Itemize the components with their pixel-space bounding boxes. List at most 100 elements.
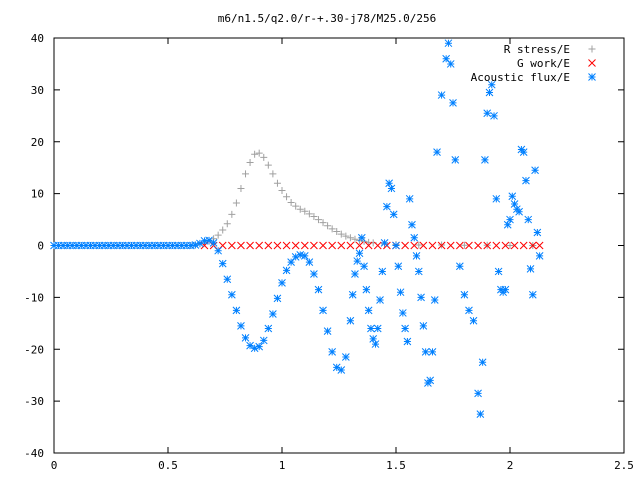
data-point xyxy=(469,316,478,325)
data-point xyxy=(419,241,428,250)
data-point xyxy=(412,252,421,260)
data-point xyxy=(449,98,457,107)
data-point xyxy=(291,253,300,261)
data-point xyxy=(314,216,322,224)
data-point xyxy=(396,288,405,297)
data-point xyxy=(446,60,455,68)
data-point xyxy=(287,258,295,266)
data-point xyxy=(474,389,482,398)
data-point xyxy=(77,241,86,250)
data-point xyxy=(428,347,437,356)
y-tick-label: 20 xyxy=(31,136,44,149)
data-point xyxy=(398,309,407,317)
data-point xyxy=(492,241,501,250)
data-point xyxy=(332,363,341,372)
data-point xyxy=(273,179,281,187)
data-point xyxy=(319,306,327,315)
data-point xyxy=(328,241,337,250)
data-point xyxy=(223,275,232,284)
data-point xyxy=(442,54,451,63)
data-point xyxy=(337,241,346,250)
data-point xyxy=(269,170,277,178)
x-tick-label: 1 xyxy=(279,459,286,472)
data-point xyxy=(269,310,277,318)
data-point xyxy=(337,366,346,374)
series-layer xyxy=(50,39,544,418)
data-point xyxy=(319,241,327,250)
data-point xyxy=(522,176,530,185)
data-point xyxy=(421,347,430,356)
data-point xyxy=(283,193,291,201)
data-point xyxy=(446,241,455,250)
data-point xyxy=(492,194,501,203)
data-point xyxy=(182,241,191,250)
data-point xyxy=(310,241,318,250)
data-point xyxy=(503,220,512,229)
data-point xyxy=(127,241,136,250)
data-point xyxy=(264,324,273,333)
y-tick-label: -20 xyxy=(24,343,44,356)
data-point xyxy=(104,241,113,250)
series-acoustic-flux-e xyxy=(50,39,544,418)
data-point xyxy=(314,285,323,294)
x-tick-label: 2.5 xyxy=(614,459,634,472)
data-point xyxy=(319,219,327,227)
data-point xyxy=(255,342,264,351)
data-point xyxy=(360,262,368,271)
data-point xyxy=(519,241,528,250)
data-point xyxy=(95,241,104,250)
legend-label: G work/E xyxy=(517,57,570,70)
data-point xyxy=(237,184,245,192)
data-point xyxy=(481,156,489,164)
data-point xyxy=(86,241,95,250)
data-point xyxy=(237,241,245,250)
data-point xyxy=(478,358,487,367)
data-point xyxy=(501,241,510,250)
data-point xyxy=(223,220,231,228)
data-point xyxy=(218,259,227,268)
data-point xyxy=(460,241,468,249)
data-point xyxy=(376,296,384,304)
data-point xyxy=(177,241,186,250)
data-point xyxy=(510,200,519,208)
legend-marker xyxy=(588,45,596,53)
data-point xyxy=(355,241,364,250)
data-point xyxy=(487,80,496,89)
data-point xyxy=(300,241,309,250)
data-point xyxy=(414,267,423,276)
data-point xyxy=(410,233,419,242)
data-point xyxy=(524,215,533,224)
data-point xyxy=(173,241,181,250)
data-point xyxy=(360,237,368,245)
data-point xyxy=(255,149,263,157)
x-tick-label: 1.5 xyxy=(386,459,406,472)
data-point xyxy=(300,252,309,260)
data-point xyxy=(373,241,382,250)
data-point xyxy=(246,341,254,350)
data-point xyxy=(305,258,314,266)
data-point xyxy=(264,241,273,250)
data-point xyxy=(444,39,453,48)
data-point xyxy=(251,150,259,158)
data-point xyxy=(408,220,416,229)
data-point xyxy=(273,241,282,250)
data-point xyxy=(346,234,354,242)
data-point xyxy=(341,353,350,361)
data-point xyxy=(528,290,537,299)
data-point xyxy=(365,238,373,246)
data-point xyxy=(333,227,341,235)
data-point xyxy=(401,241,409,250)
data-point xyxy=(296,250,305,259)
data-point xyxy=(219,226,227,234)
data-point xyxy=(328,225,336,233)
data-point xyxy=(519,148,528,156)
data-point xyxy=(428,241,437,250)
data-point xyxy=(465,241,473,250)
data-point xyxy=(483,241,492,250)
data-point xyxy=(50,241,58,250)
data-point xyxy=(136,241,145,250)
data-point xyxy=(291,241,300,250)
data-point xyxy=(260,153,268,161)
data-point xyxy=(82,241,90,250)
